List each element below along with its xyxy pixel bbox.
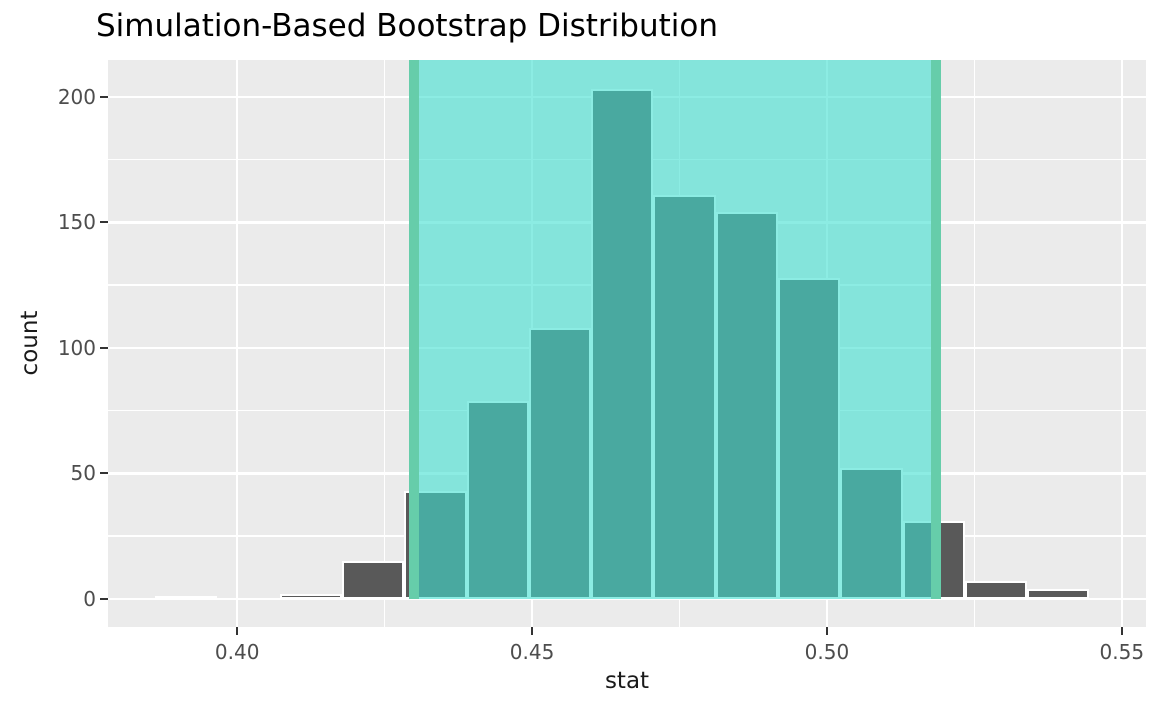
y-tick-label: 150 — [57, 210, 96, 235]
x-major-gridline — [235, 60, 239, 627]
y-tick-label: 0 — [83, 586, 96, 611]
histogram-bar — [964, 581, 1028, 599]
x-minor-gridline — [383, 60, 386, 627]
x-tick-label: 0.50 — [804, 640, 850, 664]
histogram-bar — [1027, 588, 1090, 599]
y-tick-label: 100 — [57, 335, 96, 360]
y-tick-mark — [100, 597, 108, 600]
x-tick-mark — [236, 627, 239, 635]
y-tick-mark — [100, 95, 108, 98]
x-major-gridline — [1120, 60, 1124, 627]
y-tick-mark — [100, 346, 108, 349]
histogram-bar — [279, 593, 342, 599]
x-axis-title: stat — [604, 668, 650, 694]
confidence-interval-region — [414, 60, 937, 599]
plot-title: Simulation-Based Bootstrap Distribution — [96, 8, 719, 44]
histogram-bar — [155, 596, 218, 601]
y-tick-label: 50 — [70, 461, 96, 486]
ci-upper-endpoint-line — [931, 60, 942, 599]
y-major-gridline — [108, 597, 1146, 601]
x-tick-label: 0.40 — [214, 640, 260, 664]
y-tick-mark — [100, 472, 108, 475]
ci-lower-endpoint-line — [409, 60, 420, 599]
y-tick-label: 200 — [57, 84, 96, 109]
x-minor-gridline — [973, 60, 976, 627]
x-tick-label: 0.55 — [1099, 640, 1145, 664]
x-tick-mark — [825, 627, 828, 635]
x-tick-mark — [531, 627, 534, 635]
y-tick-mark — [100, 221, 108, 224]
x-tick-label: 0.45 — [509, 640, 555, 664]
x-tick-mark — [1120, 627, 1123, 635]
y-axis-title: count — [17, 310, 43, 376]
histogram-bar — [342, 561, 405, 599]
plot-panel — [108, 60, 1146, 627]
